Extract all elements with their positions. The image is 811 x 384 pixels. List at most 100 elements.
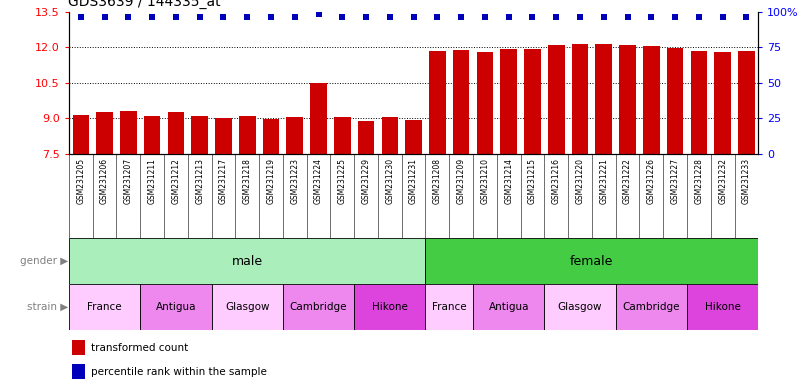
Text: GSM231216: GSM231216	[551, 158, 560, 204]
Point	[740, 14, 753, 20]
Point	[597, 14, 610, 20]
Bar	[354, 284, 426, 330]
Bar	[687, 284, 758, 330]
Text: transformed count: transformed count	[91, 343, 188, 353]
Text: strain ▶: strain ▶	[27, 302, 68, 312]
Text: female: female	[570, 255, 614, 268]
Bar	[690, 51, 707, 154]
Bar	[429, 51, 446, 154]
Bar	[406, 120, 422, 154]
Text: GSM231210: GSM231210	[480, 158, 489, 204]
Point	[716, 14, 729, 20]
Point	[550, 14, 563, 20]
Text: Hikone: Hikone	[372, 302, 408, 312]
Point	[169, 14, 182, 20]
Text: GSM231219: GSM231219	[267, 158, 276, 204]
Bar	[69, 284, 140, 330]
Bar	[358, 121, 375, 154]
Bar	[548, 45, 564, 154]
Point	[146, 14, 159, 20]
Text: GSM231212: GSM231212	[171, 158, 180, 204]
Text: GSM231208: GSM231208	[433, 158, 442, 204]
Point	[502, 14, 515, 20]
Bar	[473, 284, 544, 330]
Bar	[72, 364, 85, 379]
Point	[455, 14, 468, 20]
Point	[98, 14, 111, 20]
Point	[75, 14, 88, 20]
Bar	[595, 44, 612, 154]
Point	[217, 14, 230, 20]
Point	[288, 14, 301, 20]
Bar	[120, 111, 137, 154]
Bar	[524, 50, 541, 154]
Text: male: male	[232, 255, 263, 268]
Point	[384, 14, 397, 20]
Text: percentile rank within the sample: percentile rank within the sample	[91, 366, 267, 377]
Bar	[620, 45, 636, 154]
Point	[573, 14, 586, 20]
Bar	[311, 83, 327, 154]
Text: GSM231223: GSM231223	[290, 158, 299, 204]
Text: GSM231232: GSM231232	[718, 158, 727, 204]
Bar	[616, 284, 687, 330]
Text: Glasgow: Glasgow	[225, 302, 269, 312]
Point	[526, 14, 539, 20]
Text: GSM231209: GSM231209	[457, 158, 466, 204]
Bar	[572, 44, 588, 154]
Text: GSM231233: GSM231233	[742, 158, 751, 204]
Text: Antigua: Antigua	[156, 302, 196, 312]
Bar	[500, 49, 517, 154]
Bar	[212, 284, 283, 330]
Bar	[544, 284, 616, 330]
Text: GSM231215: GSM231215	[528, 158, 537, 204]
Bar	[239, 116, 255, 154]
Text: Cambridge: Cambridge	[623, 302, 680, 312]
Text: France: France	[88, 302, 122, 312]
Point	[193, 14, 206, 20]
Text: GSM231205: GSM231205	[76, 158, 85, 204]
Bar	[263, 119, 279, 154]
Point	[693, 14, 706, 20]
Bar	[286, 117, 303, 154]
Bar	[72, 114, 89, 154]
Bar	[643, 46, 659, 154]
Bar	[426, 284, 473, 330]
Point	[241, 14, 254, 20]
Bar	[714, 52, 731, 154]
Text: Glasgow: Glasgow	[558, 302, 603, 312]
Text: GSM231228: GSM231228	[694, 158, 703, 204]
Text: GSM231229: GSM231229	[362, 158, 371, 204]
Text: Cambridge: Cambridge	[290, 302, 347, 312]
Bar	[215, 118, 232, 154]
Bar	[334, 117, 350, 154]
Bar	[381, 117, 398, 154]
Text: GSM231221: GSM231221	[599, 158, 608, 204]
Text: GSM231227: GSM231227	[671, 158, 680, 204]
Text: GSM231214: GSM231214	[504, 158, 513, 204]
Text: gender ▶: gender ▶	[20, 256, 68, 266]
Text: GSM231224: GSM231224	[314, 158, 323, 204]
Text: GSM231213: GSM231213	[195, 158, 204, 204]
Bar	[738, 51, 755, 154]
Point	[122, 14, 135, 20]
Bar	[97, 112, 113, 154]
Point	[359, 14, 372, 20]
Bar	[144, 116, 161, 154]
Point	[668, 14, 681, 20]
Bar	[667, 48, 684, 154]
Text: France: France	[432, 302, 466, 312]
Point	[478, 14, 491, 20]
Point	[431, 14, 444, 20]
Bar	[283, 284, 354, 330]
Point	[645, 14, 658, 20]
Text: GSM231230: GSM231230	[385, 158, 394, 204]
Bar	[69, 238, 426, 284]
Bar	[140, 284, 212, 330]
Bar	[453, 50, 470, 154]
Point	[336, 14, 349, 20]
Bar	[72, 340, 85, 355]
Text: GDS3639 / 144335_at: GDS3639 / 144335_at	[68, 0, 221, 9]
Point	[264, 14, 277, 20]
Text: GSM231218: GSM231218	[242, 158, 251, 204]
